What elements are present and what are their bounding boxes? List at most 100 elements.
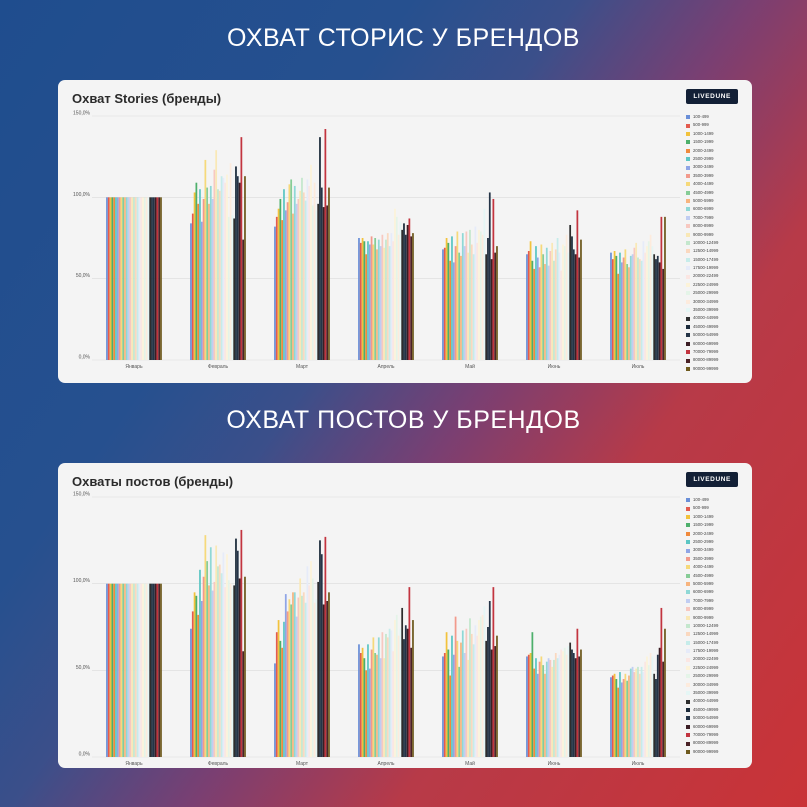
- legend-label: 8000-8999: [693, 223, 714, 229]
- bar: [328, 187, 330, 360]
- legend-item[interactable]: 60000-69999: [686, 340, 752, 348]
- legend-item[interactable]: 100-499: [686, 113, 752, 121]
- bar: [640, 260, 643, 360]
- bar: [244, 176, 246, 360]
- legend-item[interactable]: 35000-39999: [686, 689, 752, 697]
- legend-swatch: [686, 299, 690, 304]
- bar: [578, 257, 581, 360]
- legend-item[interactable]: 6000-6999: [686, 588, 752, 596]
- bar: [295, 616, 298, 757]
- legend-item[interactable]: 9000-9999: [686, 230, 752, 238]
- legend-item[interactable]: 5000-5999: [686, 580, 752, 588]
- legend-item[interactable]: 100-499: [686, 496, 752, 504]
- legend-item[interactable]: 2500-2999: [686, 538, 752, 546]
- legend-item[interactable]: 12500-14999: [686, 630, 752, 638]
- bar: [392, 241, 395, 360]
- legend-item[interactable]: 35000-39999: [686, 306, 752, 314]
- legend-item[interactable]: 45000-49999: [686, 323, 752, 331]
- bar: [224, 587, 227, 757]
- legend-label: 1000-1499: [693, 130, 714, 136]
- bar: [490, 259, 493, 360]
- bar: [370, 649, 373, 757]
- bar: [315, 210, 318, 360]
- legend-item[interactable]: 45000-49999: [686, 706, 752, 714]
- bar: [496, 635, 498, 757]
- legend-item[interactable]: 3000-3499: [686, 546, 752, 554]
- legend-item[interactable]: 6000-6999: [686, 205, 752, 213]
- legend-item[interactable]: 3000-3499: [686, 163, 752, 171]
- bar: [628, 267, 630, 360]
- legend-item[interactable]: 17500-19999: [686, 647, 752, 655]
- legend-item[interactable]: 10000-12499: [686, 622, 752, 630]
- legend-item[interactable]: 25000-29999: [686, 289, 752, 297]
- legend-item[interactable]: 12500-14999: [686, 247, 752, 255]
- legend-item[interactable]: 10000-12499: [686, 239, 752, 247]
- legend-item[interactable]: 22500-24999: [686, 664, 752, 672]
- legend-item[interactable]: 1000-1499: [686, 130, 752, 138]
- legend-label: 90000-99999: [693, 748, 719, 754]
- bar: [399, 628, 402, 757]
- bar: [617, 687, 620, 757]
- legend-item[interactable]: 9000-9999: [686, 613, 752, 621]
- legend-item[interactable]: 70000-79999: [686, 348, 752, 356]
- legend-swatch: [686, 190, 690, 195]
- legend-item[interactable]: 1500-1999: [686, 138, 752, 146]
- legend-item[interactable]: 5000-5999: [686, 197, 752, 205]
- legend-item[interactable]: 40000-44999: [686, 314, 752, 322]
- legend-item[interactable]: 90000-99999: [686, 365, 752, 373]
- legend-item[interactable]: 500-999: [686, 121, 752, 129]
- legend-item[interactable]: 2000-2499: [686, 147, 752, 155]
- legend-item[interactable]: 1000-1499: [686, 513, 752, 521]
- legend-item[interactable]: 50000-54999: [686, 331, 752, 339]
- bar: [361, 647, 364, 757]
- legend-item[interactable]: 4000-4499: [686, 563, 752, 571]
- legend-item[interactable]: 8000-8999: [686, 222, 752, 230]
- bar: [136, 583, 139, 757]
- legend-swatch: [686, 548, 690, 553]
- bar: [483, 208, 486, 360]
- legend-item[interactable]: 7000-7999: [686, 214, 752, 222]
- bar: [319, 540, 321, 757]
- legend-item[interactable]: 8000-8999: [686, 605, 752, 613]
- legend-item[interactable]: 20000-22499: [686, 272, 752, 280]
- bar: [611, 259, 614, 360]
- legend-item[interactable]: 3500-3999: [686, 555, 752, 563]
- bar: [122, 583, 125, 757]
- bar: [580, 649, 582, 757]
- legend-item[interactable]: 4500-4999: [686, 189, 752, 197]
- legend-item[interactable]: 15000-17499: [686, 256, 752, 264]
- legend-label: 60000-69999: [693, 340, 719, 346]
- legend-item[interactable]: 1500-1999: [686, 521, 752, 529]
- bar: [624, 673, 627, 757]
- legend-item[interactable]: 4500-4999: [686, 572, 752, 580]
- bar: [326, 205, 329, 360]
- legend-item[interactable]: 40000-44999: [686, 697, 752, 705]
- legend-item[interactable]: 22500-24999: [686, 281, 752, 289]
- legend-item[interactable]: 20000-22499: [686, 655, 752, 663]
- legend-item[interactable]: 4000-4499: [686, 180, 752, 188]
- legend-item[interactable]: 7000-7999: [686, 597, 752, 605]
- legend-item[interactable]: 25000-29999: [686, 672, 752, 680]
- legend-item[interactable]: 80000-89999: [686, 739, 752, 747]
- legend-label: 25000-29999: [693, 290, 719, 296]
- legend-item[interactable]: 30000-34999: [686, 681, 752, 689]
- legend-item[interactable]: 17500-19999: [686, 264, 752, 272]
- legend-item[interactable]: 90000-99999: [686, 748, 752, 756]
- bar: [638, 259, 641, 360]
- bar: [293, 185, 296, 360]
- legend-item[interactable]: 70000-79999: [686, 731, 752, 739]
- legend-item[interactable]: 50000-54999: [686, 714, 752, 722]
- bar: [160, 583, 162, 757]
- legend-item[interactable]: 15000-17499: [686, 639, 752, 647]
- legend-item[interactable]: 2000-2499: [686, 530, 752, 538]
- bar: [379, 658, 382, 757]
- legend-item[interactable]: 500-999: [686, 504, 752, 512]
- legend-item[interactable]: 30000-34999: [686, 298, 752, 306]
- bar: [542, 254, 545, 360]
- legend-item[interactable]: 60000-69999: [686, 723, 752, 731]
- bar: [638, 673, 641, 757]
- legend-item[interactable]: 3500-3999: [686, 172, 752, 180]
- legend-item[interactable]: 2500-2999: [686, 155, 752, 163]
- legend-item[interactable]: 80000-89999: [686, 356, 752, 364]
- bar: [554, 249, 557, 360]
